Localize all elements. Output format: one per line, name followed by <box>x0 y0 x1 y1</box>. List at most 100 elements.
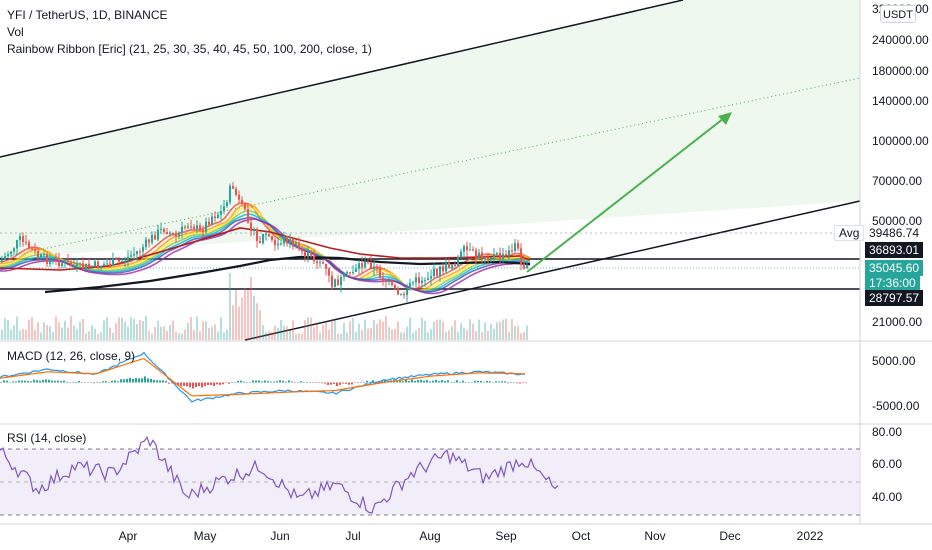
volume-bar <box>25 329 27 340</box>
volume-bar <box>151 333 153 340</box>
candle-body <box>28 242 30 249</box>
candle-body <box>526 265 528 269</box>
rsi-legend[interactable]: RSI (14, close) <box>7 431 87 445</box>
macd-hist-bar <box>297 382 299 383</box>
candle-body <box>517 243 519 249</box>
candle-body <box>382 277 384 281</box>
rsi-tick-label: 60.00 <box>872 457 902 471</box>
candle-body <box>115 258 117 260</box>
volume-bar <box>454 320 456 340</box>
macd-hist-bar <box>516 382 518 384</box>
macd-hist-bar <box>198 382 200 387</box>
candle-body <box>478 252 480 258</box>
volume-bar <box>13 325 15 340</box>
rsi-axis-ticks: 80.00 60.00 40.00 <box>872 425 902 504</box>
macd-hist-bar <box>492 382 494 383</box>
macd-hist-bar <box>144 376 146 383</box>
volume-bar <box>229 272 231 340</box>
candle-body <box>280 243 282 245</box>
price-tick-label: 70000.00 <box>872 174 922 188</box>
macd-legend[interactable]: MACD (12, 26, close, 9) <box>7 349 136 363</box>
macd-hist-bar <box>72 382 74 383</box>
volume-bar <box>433 322 435 340</box>
macd-hist-bar <box>237 380 239 383</box>
candle-body <box>505 253 507 256</box>
macd-hist-bar <box>141 378 143 383</box>
macd-hist-bar <box>426 380 428 383</box>
avg-label: Avg <box>834 225 865 241</box>
volume-bar <box>304 320 306 340</box>
candle-body <box>199 225 201 230</box>
candle-body <box>154 235 156 240</box>
channel-fill <box>0 0 860 258</box>
candle-body <box>271 236 273 241</box>
volume-bar <box>376 323 378 340</box>
volume-bar <box>64 320 66 340</box>
candle-body <box>397 288 399 295</box>
volume-bar <box>289 330 291 340</box>
volume-bar <box>7 319 9 340</box>
candle-body <box>385 280 387 283</box>
volume-bar <box>508 332 510 340</box>
macd-hist-bar <box>510 381 512 383</box>
volume-bar <box>136 324 138 340</box>
macd-hist-bar <box>216 382 218 385</box>
volume-bar <box>442 321 444 340</box>
volume-bar <box>460 323 462 340</box>
volume-bar <box>10 329 12 340</box>
macd-hist-bar <box>12 381 14 383</box>
macd-hist-bar <box>81 382 83 383</box>
volume-bar <box>61 327 63 340</box>
candle-body <box>208 221 210 225</box>
candle-body <box>244 203 246 210</box>
volume-bar <box>274 325 276 340</box>
projection-arrowhead <box>718 112 732 125</box>
macd-hist-bar <box>519 382 521 384</box>
macd-hist-bar <box>177 382 179 386</box>
candle-body <box>451 264 453 269</box>
macd-tick-label: 5000.00 <box>872 354 916 368</box>
candle-body <box>334 279 336 288</box>
volume-bar <box>400 332 402 340</box>
volume-bar <box>379 319 381 340</box>
volume-legend[interactable]: Vol <box>7 25 24 39</box>
macd-hist-bar <box>501 381 503 383</box>
volume-bar <box>307 317 309 340</box>
volume-bar <box>232 305 234 340</box>
candle-body <box>40 254 42 258</box>
volume-bar <box>484 322 486 340</box>
candle-body <box>289 239 291 244</box>
macd-hist-bar <box>291 381 293 383</box>
symbol-legend[interactable]: YFI / TetherUS, 1D, BINANCE <box>7 8 168 22</box>
macd-hist-bar <box>357 382 359 383</box>
macd-hist-bar <box>54 380 56 383</box>
macd-hist-bar <box>318 382 320 383</box>
ma-200-line <box>44 255 531 294</box>
macd-hist-bar <box>6 380 8 383</box>
macd-hist-bar <box>282 380 284 383</box>
candle-body <box>400 293 402 295</box>
volume-bar <box>238 306 240 340</box>
volume-bar <box>145 316 147 340</box>
candle-body <box>520 248 522 264</box>
candle-body <box>118 259 120 262</box>
volume-bar <box>220 317 222 340</box>
volume-bar <box>382 321 384 340</box>
volume-bar <box>58 322 60 340</box>
ribbon-legend[interactable]: Rainbow Ribbon [Eric] (21, 25, 30, 35, 4… <box>7 42 372 56</box>
macd-hist-bar <box>3 380 5 383</box>
volume-bar <box>265 332 267 340</box>
currency-badge[interactable]: USDT <box>880 5 916 23</box>
macd-hist-bar <box>201 382 203 388</box>
volume-bar <box>385 316 387 340</box>
candle-body <box>88 263 90 268</box>
macd-hist-bar <box>186 382 188 387</box>
candle-body <box>43 254 45 256</box>
time-tick-label: Nov <box>644 529 665 543</box>
candle-body <box>304 251 306 257</box>
volume-bar <box>331 318 333 340</box>
volume-bar <box>100 332 102 340</box>
candle-body <box>430 276 432 279</box>
volume-bar <box>181 333 183 340</box>
